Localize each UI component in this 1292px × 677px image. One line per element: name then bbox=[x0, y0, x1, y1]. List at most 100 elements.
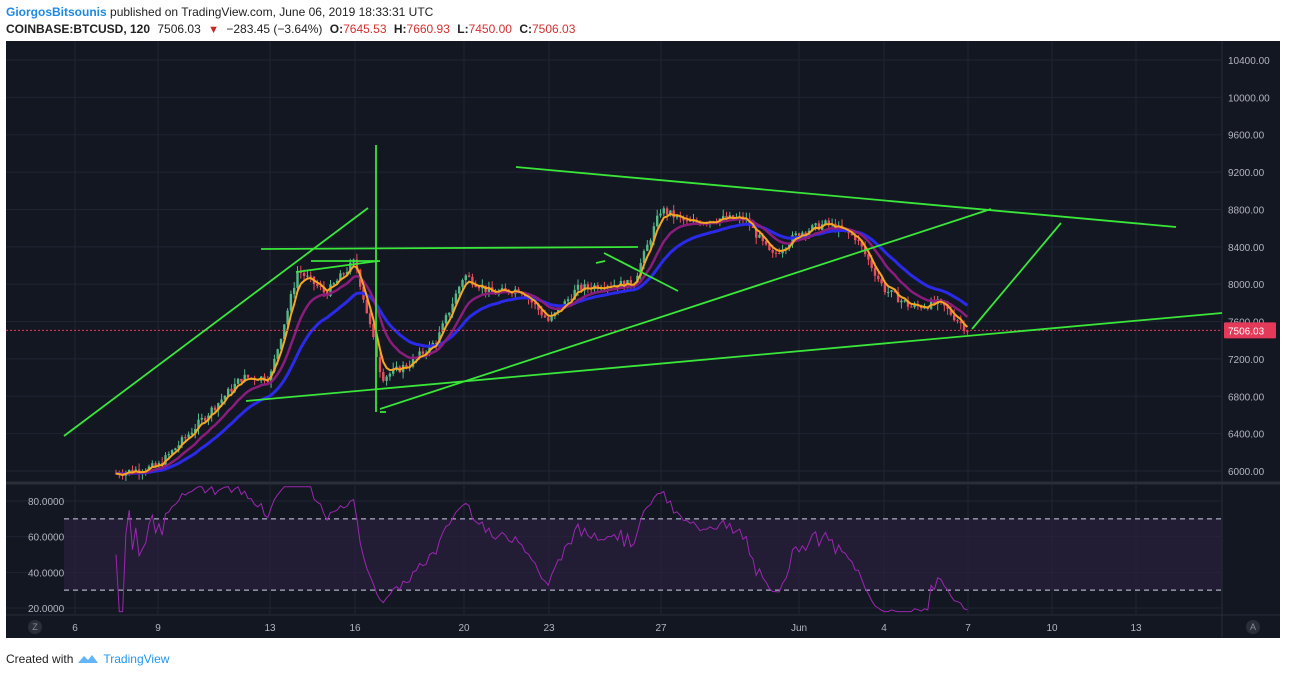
candle-body bbox=[557, 308, 560, 313]
candle-body bbox=[949, 308, 953, 315]
publish-info: GiorgosBitsounis published on TradingVie… bbox=[6, 5, 433, 19]
candle-body bbox=[966, 330, 969, 332]
price-change: −283.45 (−3.64%) bbox=[226, 22, 323, 36]
log-scale-button[interactable]: Z bbox=[28, 620, 42, 634]
tradingview-brand[interactable]: TradingView bbox=[103, 652, 170, 666]
rsi-axis-label: 40.0000 bbox=[28, 568, 65, 579]
candle-body bbox=[286, 310, 289, 325]
candle-body bbox=[227, 388, 230, 396]
time-axis-label: 4 bbox=[881, 623, 887, 634]
candle-body bbox=[405, 365, 408, 368]
candle-body bbox=[791, 235, 794, 245]
candle-body bbox=[913, 304, 916, 308]
symbol-label[interactable]: COINBASE:BTCUSD, 120 bbox=[6, 22, 151, 36]
candle-body bbox=[768, 244, 771, 251]
candle-body bbox=[896, 292, 900, 303]
candle-body bbox=[194, 428, 197, 433]
price-axis-label: 6800.00 bbox=[1228, 392, 1265, 403]
candle-body bbox=[576, 284, 580, 290]
candle-body bbox=[586, 284, 590, 288]
candle-body bbox=[213, 407, 217, 411]
chart-panel[interactable]: 10400.00 10000.00 9600.00 9200.00 8800.00 840… bbox=[6, 41, 1280, 638]
candle-body bbox=[365, 299, 368, 314]
candle-body bbox=[811, 225, 814, 231]
price-axis[interactable]: 10400.00 10000.00 9600.00 9200.00 8800.00 840… bbox=[1228, 56, 1270, 478]
candle-body bbox=[774, 252, 778, 254]
candle-body bbox=[302, 272, 306, 276]
candle-body bbox=[755, 227, 758, 238]
candle-body bbox=[458, 286, 461, 294]
candle-body bbox=[309, 275, 312, 277]
price-axis-label: 9600.00 bbox=[1228, 131, 1265, 142]
candle-body bbox=[200, 417, 203, 420]
candle-body bbox=[230, 388, 233, 392]
candle-body bbox=[665, 208, 669, 215]
rsi-axis-label: 20.0000 bbox=[28, 604, 65, 615]
candle-body bbox=[504, 288, 507, 290]
price-axis-label: 6400.00 bbox=[1228, 430, 1265, 441]
open-label: O: bbox=[329, 22, 344, 36]
candle-body bbox=[438, 332, 441, 345]
auto-scale-button[interactable]: A bbox=[1246, 620, 1260, 634]
rsi-band-fill bbox=[64, 518, 1222, 591]
candle-body bbox=[778, 252, 781, 254]
candle-body bbox=[794, 233, 797, 236]
author-link[interactable]: GiorgosBitsounis bbox=[6, 5, 107, 19]
close-label: C: bbox=[519, 22, 532, 36]
candle-body bbox=[471, 276, 474, 285]
trendline bbox=[63, 207, 369, 437]
candle-body bbox=[824, 220, 827, 225]
candle-body bbox=[923, 307, 926, 309]
candle-body bbox=[764, 241, 768, 245]
candle-body bbox=[283, 324, 286, 339]
candle-body bbox=[771, 250, 774, 253]
candle-body bbox=[659, 213, 662, 216]
candle-body bbox=[652, 226, 656, 241]
candle-body bbox=[467, 275, 471, 277]
tradingview-logo-icon bbox=[78, 655, 99, 663]
candle-body bbox=[662, 208, 665, 214]
high-label: H: bbox=[393, 22, 407, 36]
candle-body bbox=[801, 232, 804, 236]
price-axis-label: 7200.00 bbox=[1228, 355, 1265, 366]
trendline bbox=[379, 208, 992, 410]
candle-body bbox=[464, 275, 467, 281]
rsi-axis[interactable]: 80.0000 60.0000 40.0000 20.0000 bbox=[28, 497, 65, 615]
candle-body bbox=[817, 223, 821, 230]
candle-body bbox=[273, 358, 276, 372]
candle-body bbox=[761, 234, 764, 242]
candle-body bbox=[642, 251, 646, 264]
candle-body bbox=[900, 300, 903, 303]
time-axis[interactable]: 6 9 13 16 20 23 27 Jun 4 7 10 13 bbox=[72, 623, 1142, 634]
candle-body bbox=[151, 463, 154, 467]
current-price-tag: 7506.03 bbox=[1224, 322, 1276, 339]
candle-body bbox=[781, 250, 784, 254]
candle-body bbox=[345, 272, 349, 275]
candle-body bbox=[477, 286, 481, 289]
price-pane[interactable] bbox=[6, 41, 1222, 481]
candle-body bbox=[184, 437, 187, 439]
candle-body bbox=[197, 419, 200, 429]
candle-body bbox=[550, 316, 553, 321]
close-value: 7506.03 bbox=[531, 22, 576, 36]
time-axis-label: 10 bbox=[1046, 623, 1058, 634]
trendlines[interactable] bbox=[63, 145, 1223, 437]
candle-body bbox=[296, 272, 299, 288]
candle-body bbox=[388, 373, 392, 377]
candle-body bbox=[246, 374, 250, 378]
time-axis-label: 16 bbox=[349, 623, 361, 634]
time-axis-label: 13 bbox=[1130, 623, 1142, 634]
price-axis-label: 9200.00 bbox=[1228, 168, 1265, 179]
candle-body bbox=[854, 234, 857, 241]
candle-body bbox=[454, 293, 458, 304]
price-axis-label: 10400.00 bbox=[1228, 56, 1270, 67]
price-chart-svg[interactable]: 10400.00 10000.00 9600.00 9200.00 8800.00 840… bbox=[6, 41, 1280, 638]
candle-body bbox=[867, 254, 870, 260]
time-axis-label: 23 bbox=[543, 623, 555, 634]
down-arrow-icon: ▼ bbox=[208, 24, 219, 36]
candle-body bbox=[877, 275, 880, 280]
candle-body bbox=[537, 304, 540, 310]
candle-body bbox=[392, 368, 395, 374]
candle-body bbox=[236, 378, 240, 384]
candle-body bbox=[418, 351, 421, 358]
